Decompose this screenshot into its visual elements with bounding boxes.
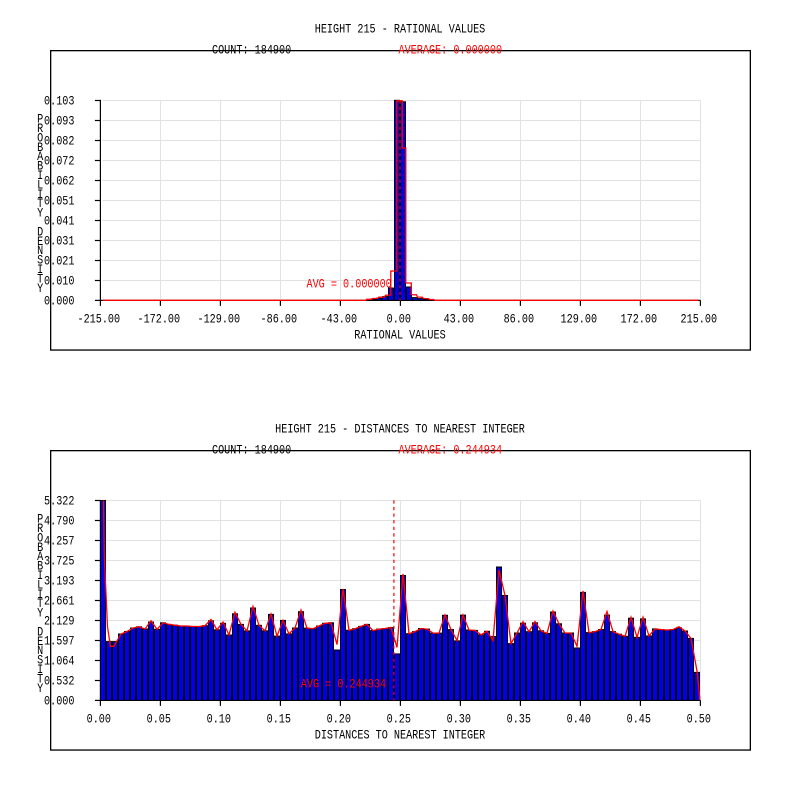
- svg-text:0.010: 0.010: [44, 276, 75, 289]
- svg-text:-86.00: -86.00: [261, 314, 298, 327]
- svg-text:86.00: 86.00: [504, 314, 535, 327]
- svg-text:I: I: [37, 189, 43, 202]
- svg-text:O: O: [37, 133, 43, 146]
- svg-text:2.661: 2.661: [44, 596, 75, 609]
- svg-text:S: S: [37, 655, 43, 668]
- svg-text:N: N: [37, 245, 43, 258]
- svg-text:AVG = 0.000000: AVG = 0.000000: [307, 279, 392, 292]
- svg-text:O: O: [37, 533, 43, 546]
- svg-text:172.00: 172.00: [621, 314, 658, 327]
- svg-text:0.50: 0.50: [687, 714, 712, 727]
- svg-text:R: R: [37, 123, 43, 136]
- svg-text:S: S: [37, 255, 43, 268]
- svg-text:0.25: 0.25: [387, 714, 412, 727]
- svg-text:0.30: 0.30: [447, 714, 472, 727]
- svg-text:A: A: [37, 151, 43, 164]
- svg-text:COUNT: 184900: COUNT: 184900: [212, 45, 291, 58]
- svg-text:0.10: 0.10: [207, 714, 232, 727]
- svg-text:0.021: 0.021: [44, 256, 75, 269]
- svg-text:T: T: [37, 274, 43, 287]
- svg-text:0.40: 0.40: [567, 714, 592, 727]
- svg-text:0.051: 0.051: [44, 196, 75, 209]
- svg-text:0.093: 0.093: [44, 116, 75, 129]
- svg-text:D: D: [37, 227, 43, 240]
- svg-text:L: L: [37, 580, 43, 593]
- svg-text:T: T: [37, 198, 43, 211]
- svg-text:215.00: 215.00: [681, 314, 718, 327]
- svg-text:E: E: [37, 236, 43, 249]
- svg-text:0.05: 0.05: [147, 714, 172, 727]
- svg-text:0.15: 0.15: [267, 714, 292, 727]
- svg-text:T: T: [37, 674, 43, 687]
- svg-text:A: A: [37, 551, 43, 564]
- svg-text:3.725: 3.725: [44, 556, 75, 569]
- svg-text:0.103: 0.103: [44, 96, 75, 109]
- svg-text:0.00: 0.00: [87, 714, 112, 727]
- svg-text:0.031: 0.031: [44, 236, 75, 249]
- svg-text:-129.00: -129.00: [197, 314, 240, 327]
- svg-text:Y: Y: [37, 683, 43, 696]
- svg-text:4.257: 4.257: [44, 536, 74, 549]
- svg-text:1.064: 1.064: [44, 656, 75, 669]
- svg-text:0.062: 0.062: [44, 176, 75, 189]
- svg-text:E: E: [37, 636, 43, 649]
- svg-text:RATIONAL VALUES: RATIONAL VALUES: [354, 330, 446, 343]
- svg-text:0.35: 0.35: [507, 714, 532, 727]
- svg-text:1.597: 1.597: [44, 636, 74, 649]
- svg-text:3.193: 3.193: [44, 576, 75, 589]
- svg-text:0.041: 0.041: [44, 216, 75, 229]
- svg-text:5.322: 5.322: [44, 496, 75, 509]
- svg-text:0.072: 0.072: [44, 156, 75, 169]
- svg-text:T: T: [37, 598, 43, 611]
- svg-text:AVERAGE: 0.244934: AVERAGE: 0.244934: [399, 445, 503, 458]
- svg-text:L: L: [37, 180, 43, 193]
- svg-text:R: R: [37, 523, 43, 536]
- svg-text:B: B: [37, 161, 43, 174]
- svg-text:D: D: [37, 627, 43, 640]
- svg-text:Y: Y: [37, 283, 43, 296]
- svg-text:0.532: 0.532: [44, 676, 75, 689]
- svg-text:129.00: 129.00: [561, 314, 598, 327]
- svg-text:0.000: 0.000: [44, 296, 75, 309]
- svg-text:4.790: 4.790: [44, 516, 75, 529]
- svg-text:0.00: 0.00: [387, 314, 412, 327]
- svg-text:P: P: [37, 514, 43, 527]
- svg-text:2.129: 2.129: [44, 616, 75, 629]
- svg-text:I: I: [37, 570, 43, 583]
- svg-text:AVG = 0.244934: AVG = 0.244934: [301, 679, 386, 692]
- svg-text:COUNT: 184900: COUNT: 184900: [212, 445, 291, 458]
- svg-text:B: B: [37, 142, 43, 155]
- svg-text:43.00: 43.00: [444, 314, 475, 327]
- svg-text:-215.00: -215.00: [77, 314, 120, 327]
- svg-text:0.45: 0.45: [627, 714, 652, 727]
- svg-text:-43.00: -43.00: [321, 314, 358, 327]
- svg-text:HEIGHT 215 - DISTANCES TO NEAR: HEIGHT 215 - DISTANCES TO NEAREST INTEGE…: [275, 424, 525, 437]
- svg-text:I: I: [37, 170, 43, 183]
- svg-text:DISTANCES TO NEAREST INTEGER: DISTANCES TO NEAREST INTEGER: [315, 730, 486, 743]
- svg-text:I: I: [37, 664, 43, 677]
- svg-text:I: I: [37, 264, 43, 277]
- svg-text:HEIGHT 215 - RATIONAL VALUES: HEIGHT 215 - RATIONAL VALUES: [315, 24, 486, 37]
- svg-text:0.000: 0.000: [44, 696, 75, 709]
- svg-text:AVERAGE: 0.000000: AVERAGE: 0.000000: [399, 45, 503, 58]
- svg-text:Y: Y: [37, 608, 43, 621]
- svg-text:P: P: [37, 114, 43, 127]
- svg-text:0.082: 0.082: [44, 136, 75, 149]
- svg-text:B: B: [37, 561, 43, 574]
- svg-text:N: N: [37, 645, 43, 658]
- svg-text:I: I: [37, 589, 43, 602]
- svg-text:0.20: 0.20: [327, 714, 352, 727]
- svg-text:Y: Y: [37, 208, 43, 221]
- svg-text:-172.00: -172.00: [137, 314, 180, 327]
- svg-text:B: B: [37, 542, 43, 555]
